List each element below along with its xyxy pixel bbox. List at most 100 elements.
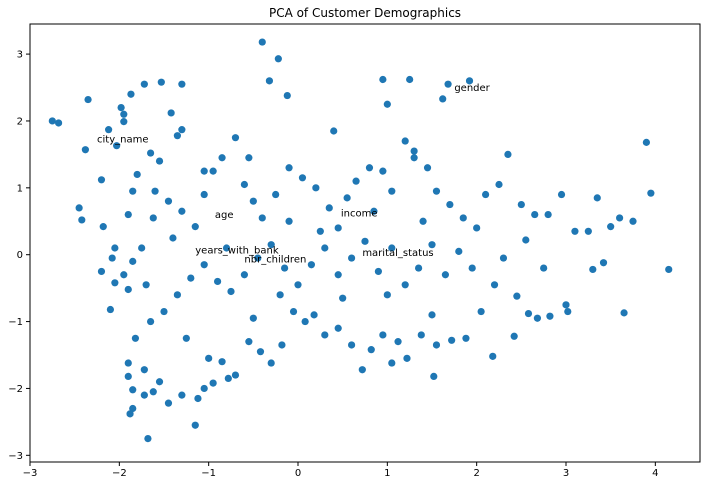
data-point bbox=[124, 285, 132, 294]
x-tick-label: −3 bbox=[23, 468, 38, 479]
data-point bbox=[160, 307, 168, 316]
data-point bbox=[510, 332, 518, 340]
data-point bbox=[294, 281, 302, 289]
data-point bbox=[129, 187, 137, 195]
data-point bbox=[334, 224, 342, 232]
data-point bbox=[281, 264, 289, 272]
data-point bbox=[178, 207, 186, 215]
data-point bbox=[169, 234, 177, 242]
data-point bbox=[352, 177, 360, 185]
data-point bbox=[513, 292, 521, 300]
data-point bbox=[388, 187, 396, 195]
data-point bbox=[205, 354, 213, 362]
data-point bbox=[151, 187, 159, 195]
data-point bbox=[164, 399, 173, 407]
data-point bbox=[432, 341, 441, 349]
data-point bbox=[348, 254, 356, 262]
data-point bbox=[593, 194, 601, 202]
data-point bbox=[126, 410, 134, 418]
data-point bbox=[647, 189, 655, 197]
data-point bbox=[164, 197, 173, 205]
data-point bbox=[439, 95, 447, 103]
data-point bbox=[258, 214, 266, 222]
data-point bbox=[589, 265, 597, 274]
data-point bbox=[465, 77, 474, 85]
data-point bbox=[533, 314, 542, 322]
data-point bbox=[482, 190, 490, 199]
data-point bbox=[84, 95, 92, 104]
data-point bbox=[419, 217, 427, 225]
annotation-label: city_name bbox=[97, 134, 148, 145]
data-point bbox=[285, 217, 293, 225]
data-point bbox=[240, 271, 248, 279]
data-point bbox=[218, 154, 226, 162]
y-tick-label: −1 bbox=[8, 317, 23, 328]
chart-title: PCA of Customer Demographics bbox=[269, 6, 461, 20]
data-point bbox=[97, 176, 106, 184]
data-point bbox=[517, 200, 525, 209]
data-point bbox=[113, 142, 121, 150]
data-point bbox=[339, 294, 347, 302]
x-tick-label: −2 bbox=[112, 468, 127, 479]
data-point bbox=[599, 259, 608, 267]
data-point bbox=[544, 210, 552, 219]
x-tick-label: 1 bbox=[384, 468, 390, 479]
data-point bbox=[200, 261, 208, 269]
data-point bbox=[131, 334, 140, 342]
data-point bbox=[571, 227, 579, 235]
data-point bbox=[258, 38, 266, 46]
data-point bbox=[178, 80, 186, 88]
data-point bbox=[173, 132, 181, 140]
data-point bbox=[607, 223, 615, 231]
data-point bbox=[301, 317, 309, 326]
data-point bbox=[546, 312, 554, 320]
data-point bbox=[191, 421, 199, 429]
data-point bbox=[120, 110, 128, 118]
data-point bbox=[274, 55, 282, 63]
x-tick-label: 4 bbox=[652, 468, 658, 479]
data-point bbox=[124, 359, 132, 367]
data-point bbox=[361, 237, 369, 245]
data-point bbox=[321, 331, 329, 339]
data-point bbox=[178, 126, 186, 134]
data-point bbox=[584, 227, 592, 235]
data-point bbox=[127, 90, 135, 98]
data-point bbox=[111, 279, 119, 287]
data-point bbox=[383, 100, 391, 108]
data-point bbox=[167, 109, 175, 117]
data-point bbox=[231, 134, 240, 142]
data-point bbox=[522, 236, 530, 244]
data-point bbox=[388, 244, 396, 252]
data-point bbox=[120, 271, 128, 279]
data-point bbox=[620, 309, 628, 317]
data-point bbox=[54, 119, 63, 127]
data-point bbox=[616, 214, 624, 222]
data-point bbox=[334, 271, 342, 279]
data-point bbox=[209, 167, 217, 175]
data-point bbox=[423, 164, 432, 172]
data-point bbox=[468, 264, 476, 272]
data-point bbox=[374, 267, 382, 276]
data-point bbox=[415, 264, 423, 272]
data-point bbox=[383, 291, 391, 299]
x-tick-label: 2 bbox=[473, 468, 479, 479]
y-tick-label: −3 bbox=[8, 451, 23, 462]
data-point bbox=[441, 271, 449, 279]
data-point bbox=[495, 180, 503, 189]
data-point bbox=[267, 359, 275, 367]
data-point bbox=[276, 291, 284, 299]
x-tick-label: 0 bbox=[295, 468, 301, 479]
data-point bbox=[105, 126, 113, 134]
data-point bbox=[432, 187, 441, 195]
data-point bbox=[316, 227, 324, 235]
data-point bbox=[129, 257, 137, 265]
data-point bbox=[191, 223, 199, 231]
data-point bbox=[144, 434, 152, 443]
data-point bbox=[403, 354, 411, 362]
data-point bbox=[388, 359, 396, 367]
data-point bbox=[187, 274, 195, 282]
data-point bbox=[256, 348, 265, 356]
data-point bbox=[379, 75, 387, 84]
data-point bbox=[97, 267, 106, 276]
data-point bbox=[231, 371, 240, 379]
